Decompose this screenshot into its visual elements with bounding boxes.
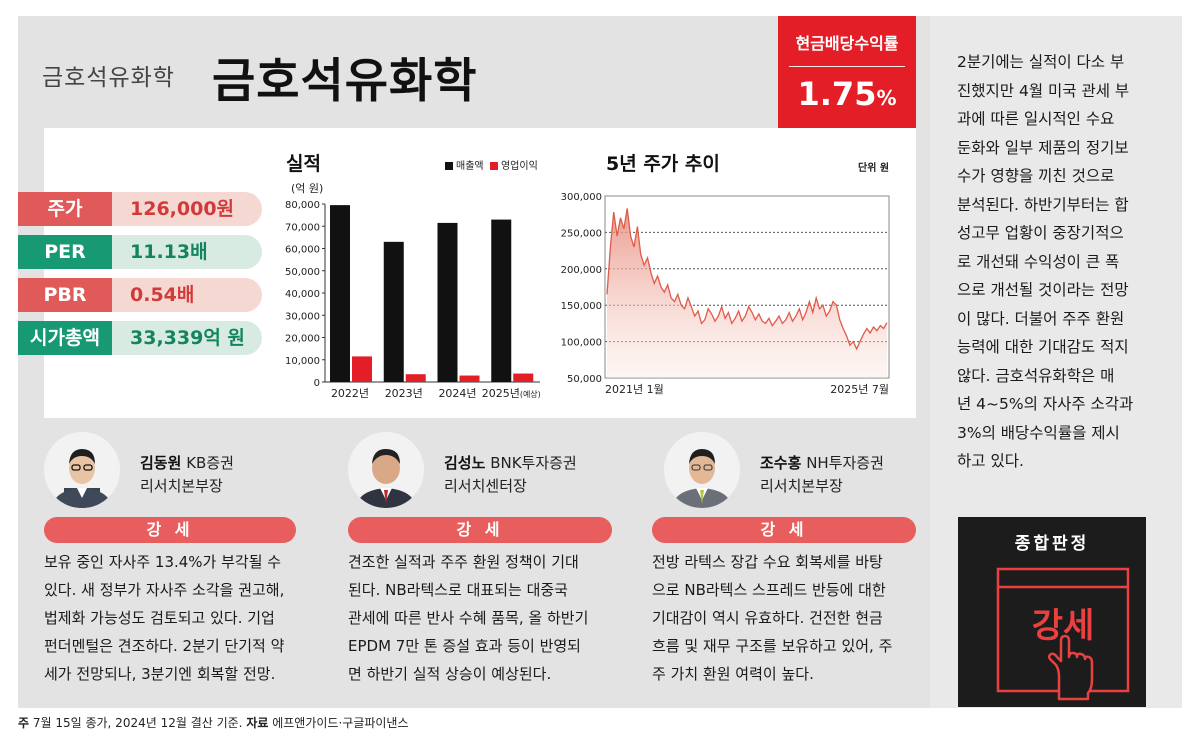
y-tick-label: 60,000	[285, 245, 320, 256]
analyst-3-name: 조수홍 NH투자증권	[760, 454, 884, 472]
performance-chart-unit: (억 원)	[291, 182, 324, 195]
company-name-small: 금호석유화학	[42, 65, 175, 91]
y-tick-label: 0	[314, 378, 320, 389]
price-line	[606, 208, 888, 351]
footnote: 주 7월 15일 종가, 2024년 12월 결산 기준. 자료 에프앤가이드·…	[18, 716, 409, 730]
x-tick-label: 2022년	[331, 387, 369, 400]
price-area-chart: 50,000 100,000 150,000 200,000 250,000 300,00…	[561, 192, 890, 396]
dividend-yield-box: 현금배당수익률 1.75%	[778, 16, 916, 128]
analyst-2-title: 리서치센터장	[444, 477, 527, 495]
y-tick-label: 40,000	[285, 289, 320, 300]
price-area	[607, 208, 887, 378]
analyst-1-rating: 강 세	[44, 517, 296, 543]
x-end-label: 2025년 7월	[830, 383, 889, 396]
bar-sales	[491, 219, 512, 382]
y-tick-label: 300,000	[561, 192, 602, 203]
overall-verdict-box: 종합판정 강세	[958, 517, 1146, 707]
y-tick-label: 50,000	[285, 267, 320, 278]
bar-sales	[383, 241, 404, 382]
metric-value: 126,000원	[130, 198, 235, 220]
y-tick-label: 70,000	[285, 222, 320, 233]
verdict-frame: 강세	[996, 567, 1130, 701]
y-tick-label: 80,000	[285, 200, 320, 211]
y-tick-label: 20,000	[285, 334, 320, 345]
metric-key: 주가	[18, 192, 112, 226]
pointing-hand-icon	[1047, 634, 1094, 701]
bar-sales	[330, 205, 350, 382]
analyst-2-comment: 견조한 실적과 주주 환원 정책이 기대 된다. NB라텍스로 대표되는 대중국 관…	[348, 553, 589, 683]
metric-value: 11.13배	[130, 241, 208, 263]
analyst-1-name: 김동원 KB증권	[140, 454, 234, 472]
bar-operating-profit	[352, 356, 372, 382]
analyst-2-name: 김성노 BNK투자증권	[444, 454, 577, 472]
side-commentary: 2분기에는 실적이 다소 부 진했지만 4월 미국 관세 부 과에 따른 일시적인 …	[957, 53, 1134, 470]
x-tick-label: 2025년(예상)	[482, 387, 541, 400]
metric-price: 주가 126,000원	[18, 192, 262, 226]
x-start-label: 2021년 1월	[605, 383, 664, 396]
metric-key: 시가총액	[18, 321, 112, 355]
avatar-analyst-3	[664, 432, 740, 508]
y-tick-label: 50,000	[567, 374, 602, 385]
performance-chart-legend: 매출액 영업이익	[445, 157, 538, 172]
dividend-yield-label: 현금배당수익률	[795, 34, 899, 53]
metric-pbr: PBR 0.54배	[18, 278, 262, 312]
y-tick-label: 100,000	[561, 338, 602, 349]
price-chart-title: 5년 주가 추이	[606, 153, 720, 175]
y-tick-label: 30,000	[285, 311, 320, 322]
analyst-1-comment: 보유 중인 자사주 13.4%가 부각될 수 있다. 새 정부가 자사주 소각을 …	[44, 553, 285, 683]
price-chart-unit: 단위 원	[858, 163, 890, 174]
analyst-3-rating: 강 세	[652, 517, 916, 543]
performance-chart-title: 실적	[286, 153, 321, 175]
metric-key: PER	[18, 235, 112, 269]
avatar-analyst-2	[348, 432, 424, 508]
verdict-title: 종합판정	[1014, 534, 1090, 554]
metric-value: 33,339억 원	[130, 327, 245, 349]
metric-per: PER 11.13배	[18, 235, 262, 269]
bar-operating-profit	[405, 374, 426, 382]
metric-key: PBR	[18, 278, 112, 312]
analyst-1-title: 리서치본부장	[140, 477, 223, 495]
metric-market-cap: 시가총액 33,339억 원	[18, 321, 262, 355]
y-tick-label: 250,000	[561, 228, 602, 239]
dividend-yield-value: 1.75%	[797, 75, 897, 113]
bar-sales	[437, 222, 458, 382]
x-tick-label: 2023년	[385, 387, 423, 400]
y-tick-label: 200,000	[561, 265, 602, 276]
legend-item-sales: 매출액	[445, 161, 484, 172]
avatar-analyst-1	[44, 432, 120, 508]
analyst-3-comment: 전방 라텍스 장갑 수요 회복세를 바탕 으로 NB라텍스 스프레드 반등에 대한…	[652, 553, 893, 683]
x-tick-label: 2024년	[438, 387, 476, 400]
divider	[789, 66, 905, 67]
analyst-3-title: 리서치본부장	[760, 477, 843, 495]
performance-bar-chart: 0 10,000 20,000 30,000 40,000 50,000 60,000 70,…	[285, 200, 541, 400]
bar-operating-profit	[459, 375, 480, 382]
analyst-2-rating: 강 세	[348, 517, 612, 543]
y-tick-label: 150,000	[561, 301, 602, 312]
y-tick-label: 10,000	[285, 356, 320, 367]
bar-operating-profit	[513, 373, 534, 382]
company-name-title: 금호석유화학	[212, 54, 478, 109]
legend-item-operating-profit: 영업이익	[489, 161, 538, 172]
metric-value: 0.54배	[130, 284, 195, 306]
